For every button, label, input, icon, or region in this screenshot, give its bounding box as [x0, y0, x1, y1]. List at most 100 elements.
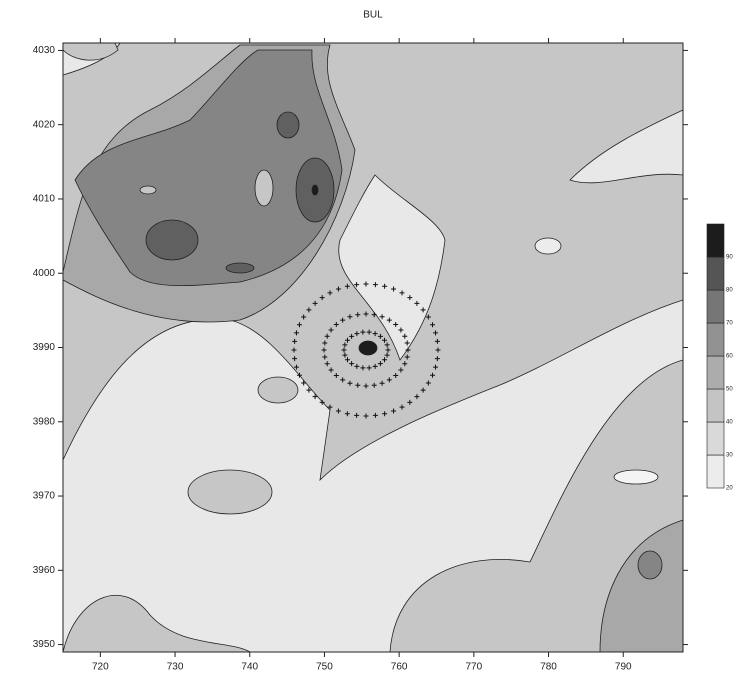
contour-region: [276, 111, 300, 139]
marker: [399, 404, 405, 410]
marker: [393, 372, 399, 378]
marker: [293, 364, 299, 370]
marker: [342, 352, 348, 358]
marker: [335, 408, 341, 414]
marker: [372, 282, 378, 288]
chart-title: BUL: [363, 10, 383, 21]
marker: [333, 372, 339, 378]
contour-region: [254, 169, 274, 207]
x-tick-label: 780: [540, 662, 557, 673]
contour-region: [62, 42, 119, 61]
contour-region: [74, 49, 343, 287]
marker: [407, 399, 413, 405]
contour-region: [613, 469, 659, 485]
marker: [328, 327, 334, 333]
marker: [430, 372, 436, 378]
marker: [296, 372, 302, 378]
marker: [398, 327, 404, 333]
marker: [425, 314, 431, 320]
marker: [354, 412, 360, 418]
y-tick-label: 3990: [33, 342, 56, 353]
marker: [355, 312, 361, 318]
marker: [379, 380, 385, 386]
marker: [402, 333, 408, 339]
marker: [340, 377, 346, 383]
marker: [371, 312, 377, 318]
x-tick-label: 770: [465, 662, 482, 673]
marker: [386, 377, 392, 383]
colorbar-band: [706, 256, 725, 291]
x-tick-label: 740: [241, 662, 258, 673]
x-tick-label: 730: [167, 662, 184, 673]
marker: [344, 337, 350, 343]
contour-region: [637, 550, 663, 580]
x-tick-label: 760: [391, 662, 408, 673]
marker: [366, 365, 372, 371]
contour-region: [358, 340, 378, 356]
marker: [324, 333, 330, 339]
marker: [363, 413, 369, 419]
marker: [414, 394, 420, 400]
marker: [340, 317, 346, 323]
marker: [363, 281, 369, 287]
marker: [393, 322, 399, 328]
x-tick-label: 750: [316, 662, 333, 673]
marker: [328, 367, 334, 373]
marker: [291, 347, 297, 353]
marker: [434, 356, 440, 362]
colorbar-band: [706, 421, 725, 456]
marker: [319, 295, 325, 301]
marker: [435, 347, 441, 353]
marker: [360, 365, 366, 371]
marker: [404, 354, 410, 360]
marker: [385, 347, 391, 353]
receptor-markers: [291, 281, 441, 419]
marker: [382, 357, 388, 363]
y-tick-label: 4000: [33, 268, 56, 279]
x-tick-label: 720: [92, 662, 109, 673]
marker: [355, 382, 361, 388]
y-tick-label: 3970: [33, 491, 56, 502]
colorbar: 20 30 40 50 60 70 80 90: [706, 223, 733, 492]
colorbar-band: [706, 322, 725, 357]
contour-region: [145, 219, 199, 261]
marker: [349, 333, 355, 339]
contour-region: [389, 359, 684, 653]
marker: [327, 290, 333, 296]
marker: [433, 330, 439, 336]
contour-region: [338, 174, 446, 361]
marker: [301, 380, 307, 386]
marker: [341, 347, 347, 353]
marker: [344, 411, 350, 417]
marker: [322, 340, 328, 346]
marker: [384, 352, 390, 358]
marker: [377, 361, 383, 367]
marker: [430, 322, 436, 328]
colorbar-label: 70: [726, 321, 733, 327]
colorbar-label: 30: [726, 453, 733, 459]
colorbar-label: 60: [726, 354, 733, 360]
marker: [386, 317, 392, 323]
marker: [292, 356, 298, 362]
colorbar-label: 80: [726, 288, 733, 294]
marker: [347, 380, 353, 386]
marker: [379, 314, 385, 320]
marker: [344, 283, 350, 289]
marker: [382, 337, 388, 343]
colorbar-label: 40: [726, 420, 733, 426]
marker: [420, 387, 426, 393]
marker: [344, 357, 350, 363]
contour-region: [225, 262, 255, 274]
x-tick-label: 790: [615, 662, 632, 673]
contour-region: [569, 109, 684, 184]
marker: [434, 338, 440, 344]
contour-region: [139, 185, 157, 195]
marker: [342, 342, 348, 348]
colorbar-label: 20: [726, 486, 733, 492]
colorbar-band: [706, 289, 725, 324]
marker: [335, 286, 341, 292]
marker: [296, 322, 302, 328]
contour-region: [187, 469, 273, 515]
marker: [414, 300, 420, 306]
marker: [363, 311, 369, 317]
